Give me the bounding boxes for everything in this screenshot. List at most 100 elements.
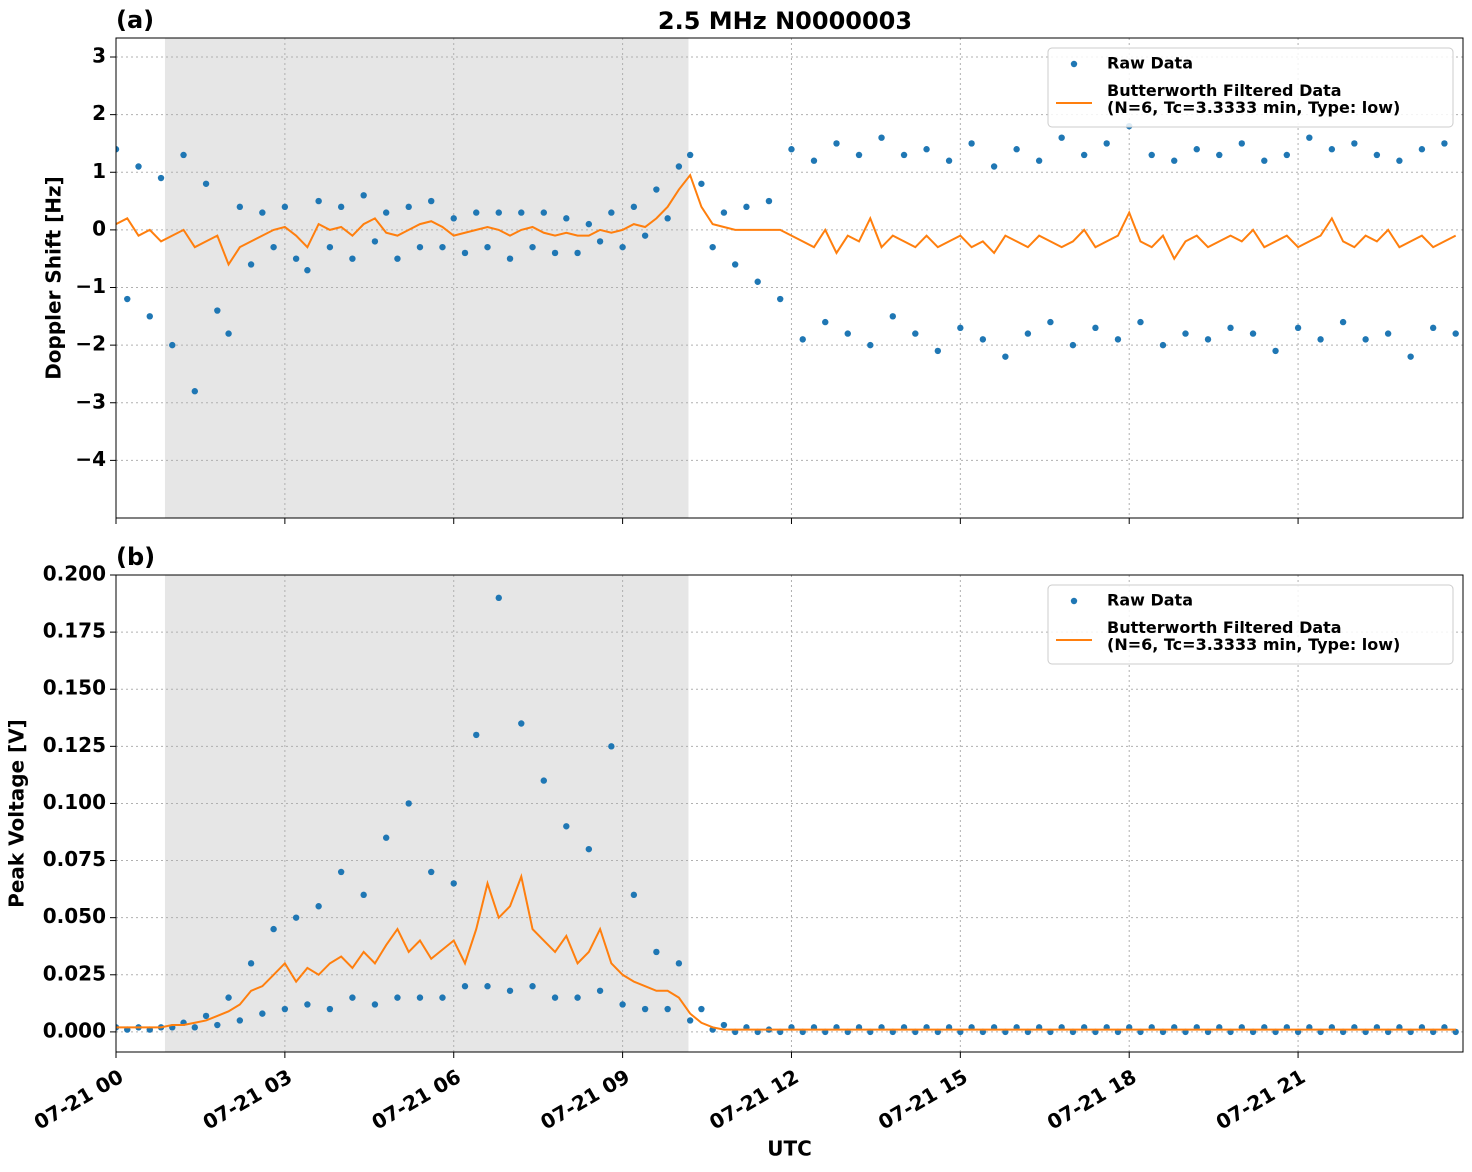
raw-point: [157, 174, 165, 182]
raw-point: [281, 203, 289, 211]
raw-point: [214, 307, 221, 314]
raw-point: [484, 983, 491, 990]
raw-point: [1069, 341, 1077, 349]
raw-point: [428, 868, 435, 876]
raw-point: [371, 238, 379, 245]
y-tick-label: −3: [75, 389, 106, 413]
raw-point: [867, 341, 874, 349]
raw-point: [765, 197, 773, 205]
raw-point: [382, 209, 390, 216]
raw-point: [889, 313, 896, 320]
raw-point: [236, 203, 244, 211]
raw-point: [1384, 330, 1392, 337]
x-axis-label: UTC: [767, 1137, 812, 1161]
legend-marker: [1070, 597, 1078, 605]
raw-point: [698, 180, 705, 187]
raw-point: [1092, 324, 1099, 332]
shaded-span: [164, 38, 689, 518]
raw-point: [912, 330, 919, 337]
raw-point: [754, 278, 761, 285]
raw-point: [326, 1005, 334, 1013]
raw-point: [439, 243, 446, 251]
raw-point: [529, 243, 536, 251]
raw-point: [574, 249, 581, 257]
raw-point: [405, 800, 412, 807]
raw-point: [686, 1017, 694, 1024]
raw-point: [473, 731, 480, 739]
raw-point: [720, 209, 728, 216]
y-tick-label: 3: [92, 44, 106, 68]
plot-area: [116, 38, 1463, 518]
raw-point: [1328, 146, 1336, 153]
raw-point: [1272, 347, 1279, 355]
raw-point: [540, 777, 547, 784]
raw-point: [1114, 336, 1122, 343]
raw-point: [1317, 336, 1324, 343]
raw-point: [822, 318, 829, 326]
raw-point: [1035, 157, 1043, 164]
raw-point: [1148, 151, 1155, 159]
plot-frame: [115, 574, 1464, 1053]
y-tick-label: 0: [92, 216, 106, 240]
raw-point: [1362, 336, 1369, 343]
raw-point: [394, 255, 401, 262]
raw-point: [1182, 330, 1189, 337]
raw-point: [968, 140, 975, 147]
y-tick-label: −1: [75, 274, 106, 298]
raw-point: [799, 336, 806, 343]
legend-marker: [1070, 60, 1078, 68]
shaded-span: [164, 575, 689, 1052]
raw-point: [979, 336, 987, 343]
raw-point: [878, 134, 885, 141]
raw-point: [619, 1001, 626, 1008]
raw-point: [990, 163, 998, 170]
raw-point: [202, 1012, 210, 1020]
raw-point: [315, 903, 322, 910]
raw-point: [1407, 353, 1414, 360]
raw-point: [563, 823, 570, 830]
raw-point: [506, 987, 514, 994]
raw-point: [116, 146, 120, 153]
raw-point: [349, 255, 356, 262]
raw-point: [247, 960, 255, 967]
raw-point: [281, 1005, 289, 1013]
y-tick-label: 0.000: [43, 1018, 106, 1042]
raw-point: [394, 994, 401, 1001]
raw-point: [337, 203, 345, 211]
raw-point: [529, 983, 536, 990]
raw-point: [416, 994, 424, 1001]
raw-point: [371, 1001, 379, 1008]
raw-point: [585, 845, 593, 853]
legend-label: Butterworth Filtered Data (N=6, Tc=3.3333…: [1107, 618, 1400, 654]
y-tick-label: 1: [92, 159, 106, 183]
raw-point: [844, 330, 851, 337]
raw-point: [608, 743, 615, 750]
raw-point: [1418, 146, 1426, 153]
raw-point: [608, 209, 615, 216]
raw-point: [743, 203, 750, 211]
raw-point: [292, 914, 300, 921]
raw-point: [1339, 318, 1347, 326]
raw-point: [596, 238, 604, 245]
raw-point: [709, 243, 716, 251]
filtered-line: [116, 173, 1457, 267]
raw-point: [855, 151, 863, 159]
raw-point: [1204, 336, 1212, 343]
legend-label: Butterworth Filtered Data (N=6, Tc=3.3333…: [1107, 81, 1400, 117]
raw-point: [495, 209, 502, 216]
raw-point: [450, 880, 457, 887]
raw-point: [1013, 146, 1020, 153]
raw-point: [450, 215, 457, 222]
legend-label: Raw Data: [1107, 54, 1193, 73]
raw-point: [191, 1024, 199, 1031]
raw-point: [473, 209, 480, 216]
raw-point: [630, 891, 638, 899]
y-tick-label: 2: [92, 101, 106, 125]
raw-point: [1024, 330, 1032, 337]
legend-box: [1047, 584, 1454, 665]
raw-point: [1396, 157, 1403, 164]
raw-point: [202, 180, 210, 187]
raw-point: [135, 163, 142, 170]
legend-label: Raw Data: [1107, 591, 1193, 610]
